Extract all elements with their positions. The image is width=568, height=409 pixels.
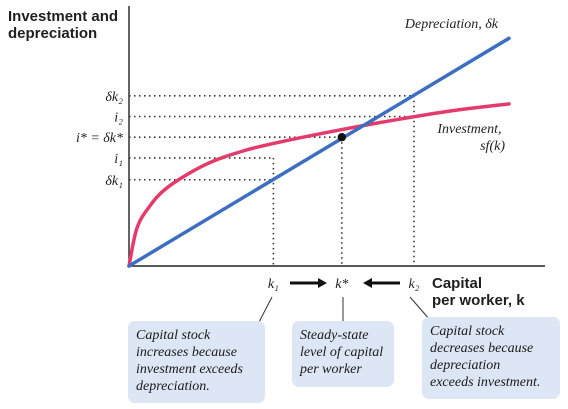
middle-callout: Steady-state level of capital per worker (292, 321, 394, 387)
x-axis-title: Capital per worker, k (432, 275, 525, 309)
left-callout-leader (258, 297, 272, 324)
x-axis-title-line-1: Capital (432, 275, 482, 292)
y-tick-label: i₂ (114, 111, 123, 126)
decrease-arrow (363, 278, 400, 288)
x-axis-title-line-2: per worker, k (432, 292, 525, 309)
x-tick-label: k₁ (268, 277, 279, 292)
right-callout: Capital stock decreases because deprecia… (422, 317, 560, 399)
y-tick-label: δk₁ (105, 174, 123, 189)
increase-arrow (290, 278, 327, 288)
y-axis-title-line-1: Investment and (8, 8, 118, 25)
steady-state-point (338, 133, 346, 141)
series-layer (129, 38, 509, 266)
y-tick-label: i* = δk* (76, 131, 123, 146)
depreciation-line (129, 38, 509, 266)
y-axis-title: Investment and depreciation (8, 8, 122, 42)
x-tick-label: k* (335, 277, 348, 292)
y-tick-label: i₁ (114, 152, 123, 167)
left-callout: Capital stock increases because investme… (128, 321, 265, 403)
investment-label: Investment, sf(k) (436, 122, 505, 154)
y-axis-title-line-2: depreciation (8, 25, 97, 42)
y-tick-label: δk₂ (105, 90, 123, 105)
y-tick-labels: δk₂ i₂ i* = δk* i₁ δk₁ (76, 90, 123, 189)
x-tick-label: k₂ (408, 277, 419, 292)
depreciation-label: Depreciation, δk (404, 17, 499, 32)
